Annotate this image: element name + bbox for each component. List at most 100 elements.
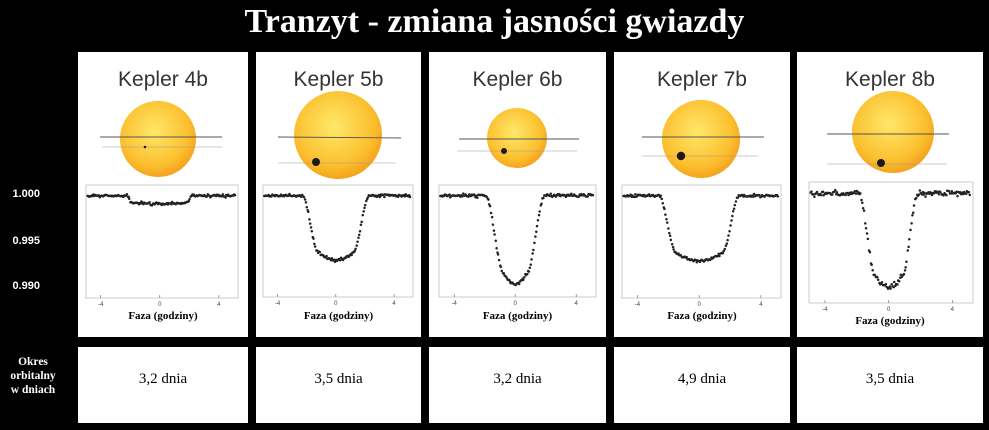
data-point bbox=[922, 193, 925, 196]
transit-chart: -4 0 4 bbox=[438, 108, 597, 307]
data-point bbox=[333, 260, 337, 264]
orbital-period-value: 3,2 dnia bbox=[493, 371, 542, 387]
data-point bbox=[859, 192, 862, 195]
data-point bbox=[538, 210, 541, 213]
data-point bbox=[853, 190, 857, 193]
data-point bbox=[495, 246, 498, 250]
data-point bbox=[221, 193, 224, 196]
x-tick-label: 0 bbox=[334, 301, 338, 307]
data-point bbox=[668, 234, 672, 238]
x-tick-label: -4 bbox=[98, 302, 104, 308]
x-axis-label: Faza (godziny) bbox=[855, 315, 925, 327]
data-point bbox=[885, 285, 888, 289]
data-point bbox=[493, 233, 496, 236]
orbital-period-value: 4,9 dnia bbox=[677, 371, 727, 387]
x-tick-label: 0 bbox=[698, 302, 702, 308]
data-point bbox=[726, 238, 729, 242]
data-point bbox=[127, 195, 130, 199]
data-point bbox=[188, 197, 191, 201]
data-point bbox=[907, 245, 910, 249]
data-point bbox=[855, 189, 859, 193]
data-point bbox=[127, 197, 131, 201]
data-point bbox=[359, 223, 363, 226]
orbital-period-value: 3,5 dnia bbox=[865, 371, 915, 387]
x-tick-label: 4 bbox=[217, 302, 221, 308]
data-point bbox=[308, 218, 311, 221]
data-point bbox=[476, 196, 479, 200]
data-point bbox=[958, 191, 962, 194]
panel-title: Kepler 6b bbox=[472, 68, 563, 91]
data-point bbox=[536, 219, 540, 222]
data-point bbox=[844, 193, 847, 197]
data-point bbox=[899, 273, 903, 276]
data-point bbox=[731, 214, 734, 218]
data-point bbox=[723, 247, 727, 251]
data-point bbox=[170, 203, 173, 206]
orbital-period-cell: 3,5 dnia bbox=[797, 347, 983, 423]
planet-dot bbox=[877, 159, 885, 167]
plot-frame bbox=[85, 184, 239, 299]
data-point bbox=[664, 213, 667, 216]
data-point bbox=[721, 251, 725, 255]
data-point bbox=[318, 250, 322, 254]
data-point bbox=[540, 202, 543, 206]
data-point bbox=[661, 201, 665, 205]
panel-title: Kepler 8b bbox=[845, 68, 935, 91]
data-point bbox=[864, 227, 868, 230]
data-point bbox=[491, 223, 495, 226]
data-point bbox=[896, 283, 899, 286]
data-point bbox=[148, 201, 151, 204]
transit-chart: -4 0 4 bbox=[621, 100, 782, 308]
data-point bbox=[932, 192, 936, 195]
data-point bbox=[967, 190, 971, 194]
data-point bbox=[860, 198, 863, 202]
data-point bbox=[947, 190, 951, 193]
data-point bbox=[500, 269, 503, 273]
orbital-period-value: 3,5 dnia bbox=[314, 371, 363, 387]
data-point bbox=[577, 195, 580, 199]
data-point bbox=[125, 192, 129, 196]
star-disk bbox=[852, 91, 934, 173]
data-point bbox=[945, 194, 948, 197]
data-point bbox=[353, 249, 357, 253]
data-point bbox=[897, 279, 901, 283]
data-point bbox=[663, 207, 666, 211]
data-point bbox=[527, 270, 531, 273]
data-point bbox=[815, 190, 819, 194]
data-point bbox=[892, 280, 896, 284]
data-point bbox=[488, 204, 492, 208]
data-point bbox=[558, 193, 561, 196]
data-point bbox=[669, 238, 673, 242]
data-point bbox=[876, 276, 879, 279]
planet-dot bbox=[312, 158, 320, 166]
data-point bbox=[502, 271, 506, 275]
data-point bbox=[964, 192, 968, 196]
x-tick-label: -4 bbox=[275, 301, 281, 307]
kepler-panel: -4 0 4 Kepler 6b Faza (godziny) bbox=[429, 52, 606, 337]
data-point bbox=[356, 240, 359, 243]
data-point bbox=[736, 196, 740, 199]
kepler-panel: -4 0 4 Kepler 5b Faza (godziny) bbox=[256, 52, 421, 337]
data-point bbox=[685, 255, 689, 259]
transit-path-line bbox=[277, 136, 402, 139]
x-tick-label: 4 bbox=[392, 301, 396, 307]
data-point bbox=[358, 233, 361, 237]
y-tick-label: 0.990 bbox=[12, 280, 40, 292]
star-disk bbox=[487, 108, 547, 168]
data-point bbox=[564, 195, 568, 199]
data-point bbox=[489, 211, 493, 215]
transit-chart: -4 0 4 bbox=[262, 91, 414, 307]
data-point bbox=[889, 287, 892, 290]
data-point bbox=[303, 198, 307, 201]
data-point bbox=[499, 265, 503, 269]
data-point bbox=[377, 193, 381, 197]
plot-frame bbox=[808, 181, 974, 304]
data-point bbox=[865, 232, 869, 235]
data-point bbox=[884, 282, 888, 286]
data-point bbox=[490, 215, 494, 219]
data-point bbox=[670, 243, 674, 246]
data-point bbox=[531, 252, 534, 255]
data-point bbox=[360, 220, 363, 224]
data-point bbox=[672, 248, 675, 251]
data-point bbox=[942, 194, 945, 197]
